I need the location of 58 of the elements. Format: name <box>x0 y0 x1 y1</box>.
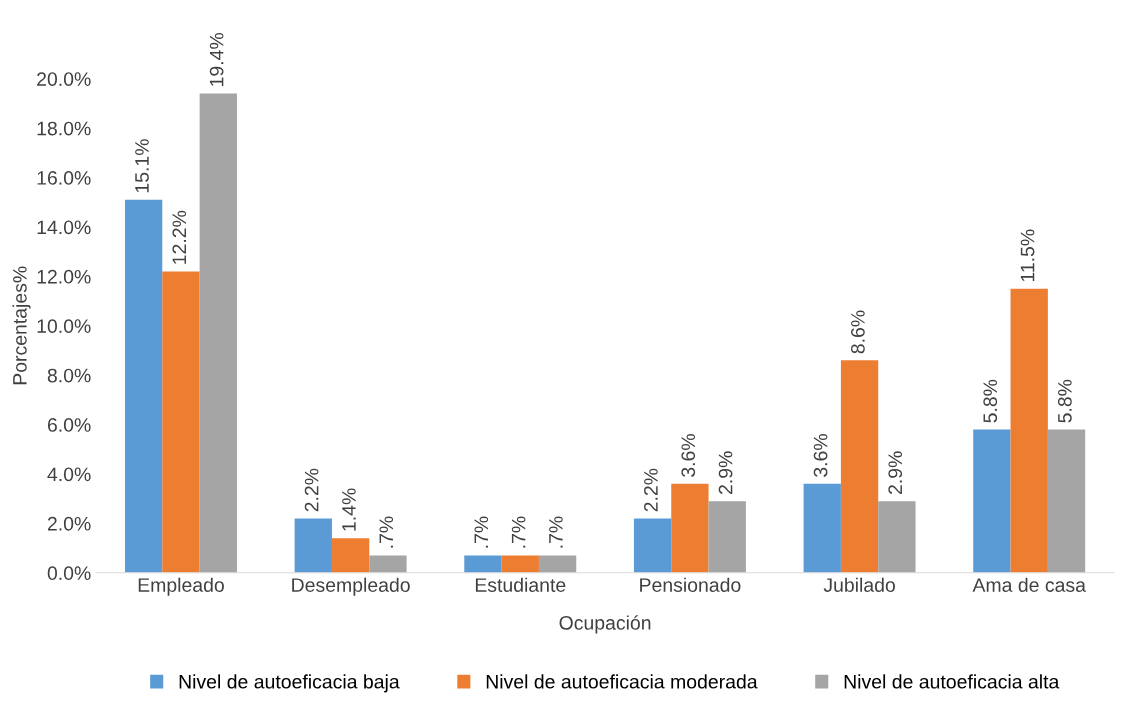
data-label: 2.2% <box>304 468 319 512</box>
y-tick-label: 14.0% <box>37 220 91 235</box>
x-axis-title: Ocupación <box>559 615 651 634</box>
y-tick-label: 8.0% <box>47 368 91 383</box>
y-tick-label: 0.0% <box>47 566 91 581</box>
data-label: .7% <box>379 516 394 548</box>
data-label: 2.2% <box>644 468 658 512</box>
bar <box>1047 429 1086 573</box>
bar <box>369 555 407 573</box>
data-label: .7% <box>549 516 563 548</box>
legend-label: Nivel de autoeficacia alta <box>844 674 1060 689</box>
data-label: .7% <box>511 516 526 548</box>
bar <box>1010 288 1048 573</box>
data-label: 2.9% <box>888 451 903 495</box>
bar <box>294 518 332 573</box>
data-label: 19.4% <box>209 32 224 86</box>
data-label: .7% <box>474 516 489 548</box>
y-tick-label: 4.0% <box>47 467 91 482</box>
data-label: 15.1% <box>135 139 149 193</box>
y-tick-label: 16.0% <box>37 171 91 185</box>
data-label: 11.5% <box>1020 229 1035 282</box>
x-tick-label: Estudiante <box>475 577 566 592</box>
x-tick-label: Empleado <box>138 577 224 596</box>
x-tick-label: Ama de casa <box>972 577 1086 592</box>
data-label: 3.6% <box>813 434 828 477</box>
x-tick-label: Pensionado <box>640 577 741 592</box>
bar <box>464 555 502 573</box>
data-label: 2.9% <box>718 451 733 495</box>
data-label: 5.8% <box>1057 379 1072 423</box>
bar <box>501 555 539 573</box>
x-tick-label: Jubilado <box>823 577 895 592</box>
bar <box>162 271 200 573</box>
y-axis-title: Porcentajes% <box>12 266 31 385</box>
legend-label: Nivel de autoeficacia baja <box>179 674 400 693</box>
y-tick-label: 12.0% <box>37 269 91 284</box>
bar <box>671 483 709 573</box>
bar <box>708 501 746 573</box>
bar <box>538 555 577 573</box>
y-tick-label: 6.0% <box>47 418 91 432</box>
data-label: 3.6% <box>681 434 696 477</box>
y-tick-label: 18.0% <box>37 121 91 136</box>
bar <box>878 501 916 573</box>
bar <box>803 483 841 573</box>
legend-label: Nivel de autoeficacia moderada <box>486 674 758 689</box>
bar <box>633 518 672 573</box>
bar <box>973 429 1011 573</box>
data-label: 1.4% <box>342 488 356 531</box>
bar <box>331 538 370 573</box>
bar <box>199 93 237 573</box>
x-tick-label: Desempleado <box>292 577 410 596</box>
data-label: 12.2% <box>172 210 187 264</box>
y-tick-label: 10.0% <box>37 319 91 334</box>
y-tick-label: 20.0% <box>37 72 91 86</box>
bar <box>840 360 879 573</box>
data-label: 8.6% <box>851 310 865 354</box>
y-tick-label: 2.0% <box>47 516 91 531</box>
data-label: 5.8% <box>983 379 998 423</box>
bar <box>124 199 163 573</box>
